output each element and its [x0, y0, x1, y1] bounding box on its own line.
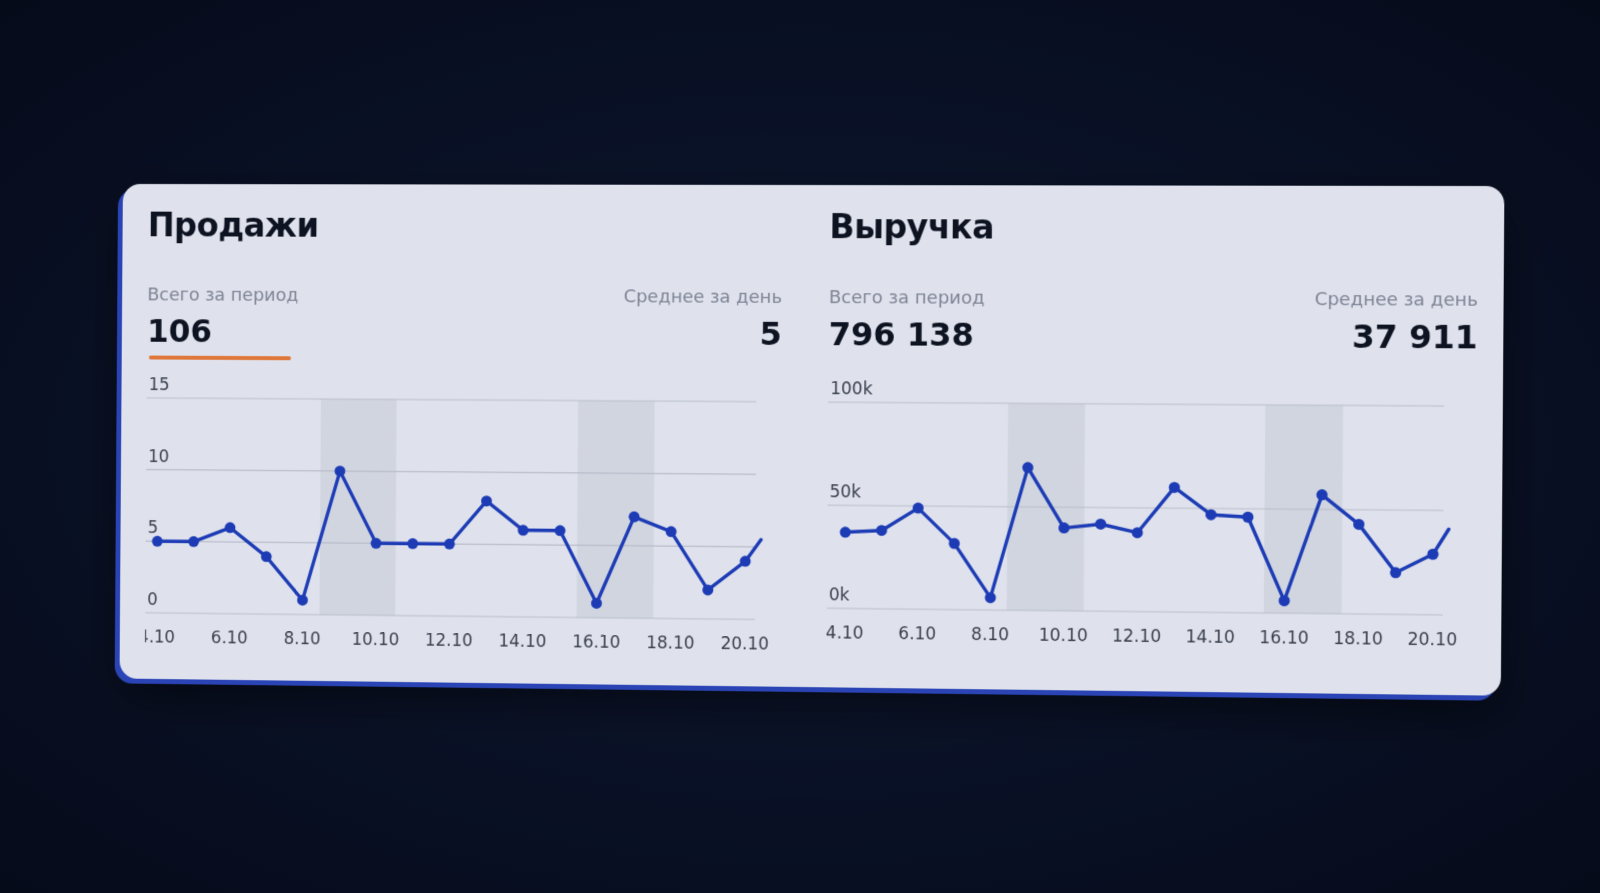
revenue-data-point [839, 526, 850, 538]
revenue-x-tick-label: 20.10 [1407, 629, 1457, 650]
sales-data-point [188, 536, 200, 548]
sales-x-tick-label: 6.10 [211, 627, 248, 647]
revenue-total-value: 796 138 [828, 315, 974, 354]
sales-title: Продажи [147, 205, 319, 245]
revenue-x-tick-label: 10.10 [1039, 624, 1088, 645]
revenue-x-tick-label: 6.10 [898, 623, 936, 644]
sales-data-point [297, 594, 308, 606]
revenue-data-point [984, 592, 996, 604]
revenue-total-label: Всего за период [828, 287, 985, 309]
sales-data-point [151, 535, 163, 547]
revenue-y-tick-label: 50k [830, 481, 862, 501]
sales-data-point [517, 524, 529, 536]
revenue-y-tick-label: 0k [829, 584, 850, 604]
revenue-weekend-band [1006, 403, 1086, 612]
sales-x-tick-label: 18.10 [646, 632, 694, 653]
sales-data-point [740, 556, 752, 568]
revenue-data-point [1242, 511, 1254, 523]
revenue-data-point [1316, 489, 1328, 501]
sales-y-tick-label: 15 [149, 376, 170, 394]
revenue-data-point [948, 537, 960, 550]
sales-data-point [370, 537, 382, 549]
revenue-y-tick-label: 100k [830, 380, 873, 398]
sales-line-chart: 0 5 10 15 4.10 6.10 8.10 10.10 12.10 14.10 16.10 18… [144, 376, 769, 654]
dashboard-card: Продажи Всего за период 106 Среднее за д… [119, 183, 1505, 696]
sales-data-point [260, 551, 272, 563]
revenue-data-point [1205, 509, 1217, 521]
revenue-avg-value: 37 911 [1351, 317, 1478, 357]
revenue-data-point [876, 524, 888, 537]
sales-total-underline [148, 355, 292, 361]
revenue-data-point [1131, 527, 1143, 539]
revenue-x-tick-label: 4.10 [826, 622, 863, 643]
sales-x-tick-label: 16.10 [572, 631, 620, 652]
sales-data-point [554, 525, 566, 537]
revenue-line-chart: 0k 50k 100k 4.10 6.10 8.10 10.10 12.10 14.10 16.1… [826, 380, 1457, 650]
revenue-series-line [845, 466, 1449, 602]
revenue-panel: Выручка Всего за период 796 138 Среднее … [826, 185, 1478, 695]
sales-panel: Продажи Всего за период 106 Среднее за д… [144, 184, 783, 687]
sales-series-line [157, 470, 762, 605]
sales-x-tick-label: 4.10 [145, 626, 175, 646]
sales-x-tick-label: 10.10 [351, 629, 399, 650]
revenue-data-point [1095, 518, 1107, 530]
sales-weekend-band [576, 400, 655, 619]
revenue-weekend-band [1263, 404, 1344, 614]
revenue-x-tick-label: 8.10 [971, 624, 1009, 645]
revenue-x-tick-label: 18.10 [1333, 628, 1383, 649]
revenue-data-point [912, 502, 924, 514]
sales-x-tick-label: 20.10 [720, 633, 769, 654]
revenue-data-point [1168, 481, 1181, 493]
sales-data-point [628, 511, 640, 523]
sales-x-tick-label: 14.10 [498, 630, 546, 651]
sales-y-tick-label: 10 [148, 446, 169, 466]
sales-y-tick-label: 0 [147, 589, 158, 609]
sales-data-point [481, 495, 492, 507]
sales-y-tick-label: 5 [148, 517, 159, 537]
revenue-title: Выручка [829, 207, 995, 247]
revenue-x-tick-label: 14.10 [1185, 626, 1235, 647]
sales-x-tick-label: 12.10 [425, 630, 473, 651]
sales-data-point [224, 522, 236, 534]
revenue-data-point [1353, 518, 1365, 530]
sales-data-point [702, 584, 714, 596]
sales-data-point [407, 538, 419, 550]
sales-avg-label: Среднее за день [623, 286, 783, 308]
revenue-gridline [828, 402, 1444, 406]
sales-x-tick-label: 8.10 [284, 628, 321, 648]
revenue-data-point [1022, 462, 1034, 474]
revenue-data-point [1058, 522, 1070, 534]
sales-gridline [145, 613, 755, 620]
revenue-x-tick-label: 12.10 [1112, 625, 1161, 646]
sales-data-point [665, 526, 677, 538]
revenue-data-point [1427, 548, 1439, 560]
sales-total-label: Всего за период [147, 284, 299, 306]
revenue-data-point [1389, 567, 1402, 579]
sales-data-point [334, 465, 346, 477]
sales-avg-value: 5 [759, 314, 782, 353]
sales-total-value: 106 [146, 312, 213, 350]
revenue-x-tick-label: 16.10 [1259, 627, 1309, 648]
sales-data-point [444, 538, 455, 550]
sales-gridline [146, 470, 756, 475]
revenue-avg-label: Среднее за день [1314, 288, 1478, 311]
sales-data-point [591, 597, 603, 609]
revenue-gridline [827, 608, 1443, 615]
sales-gridline [147, 398, 757, 402]
